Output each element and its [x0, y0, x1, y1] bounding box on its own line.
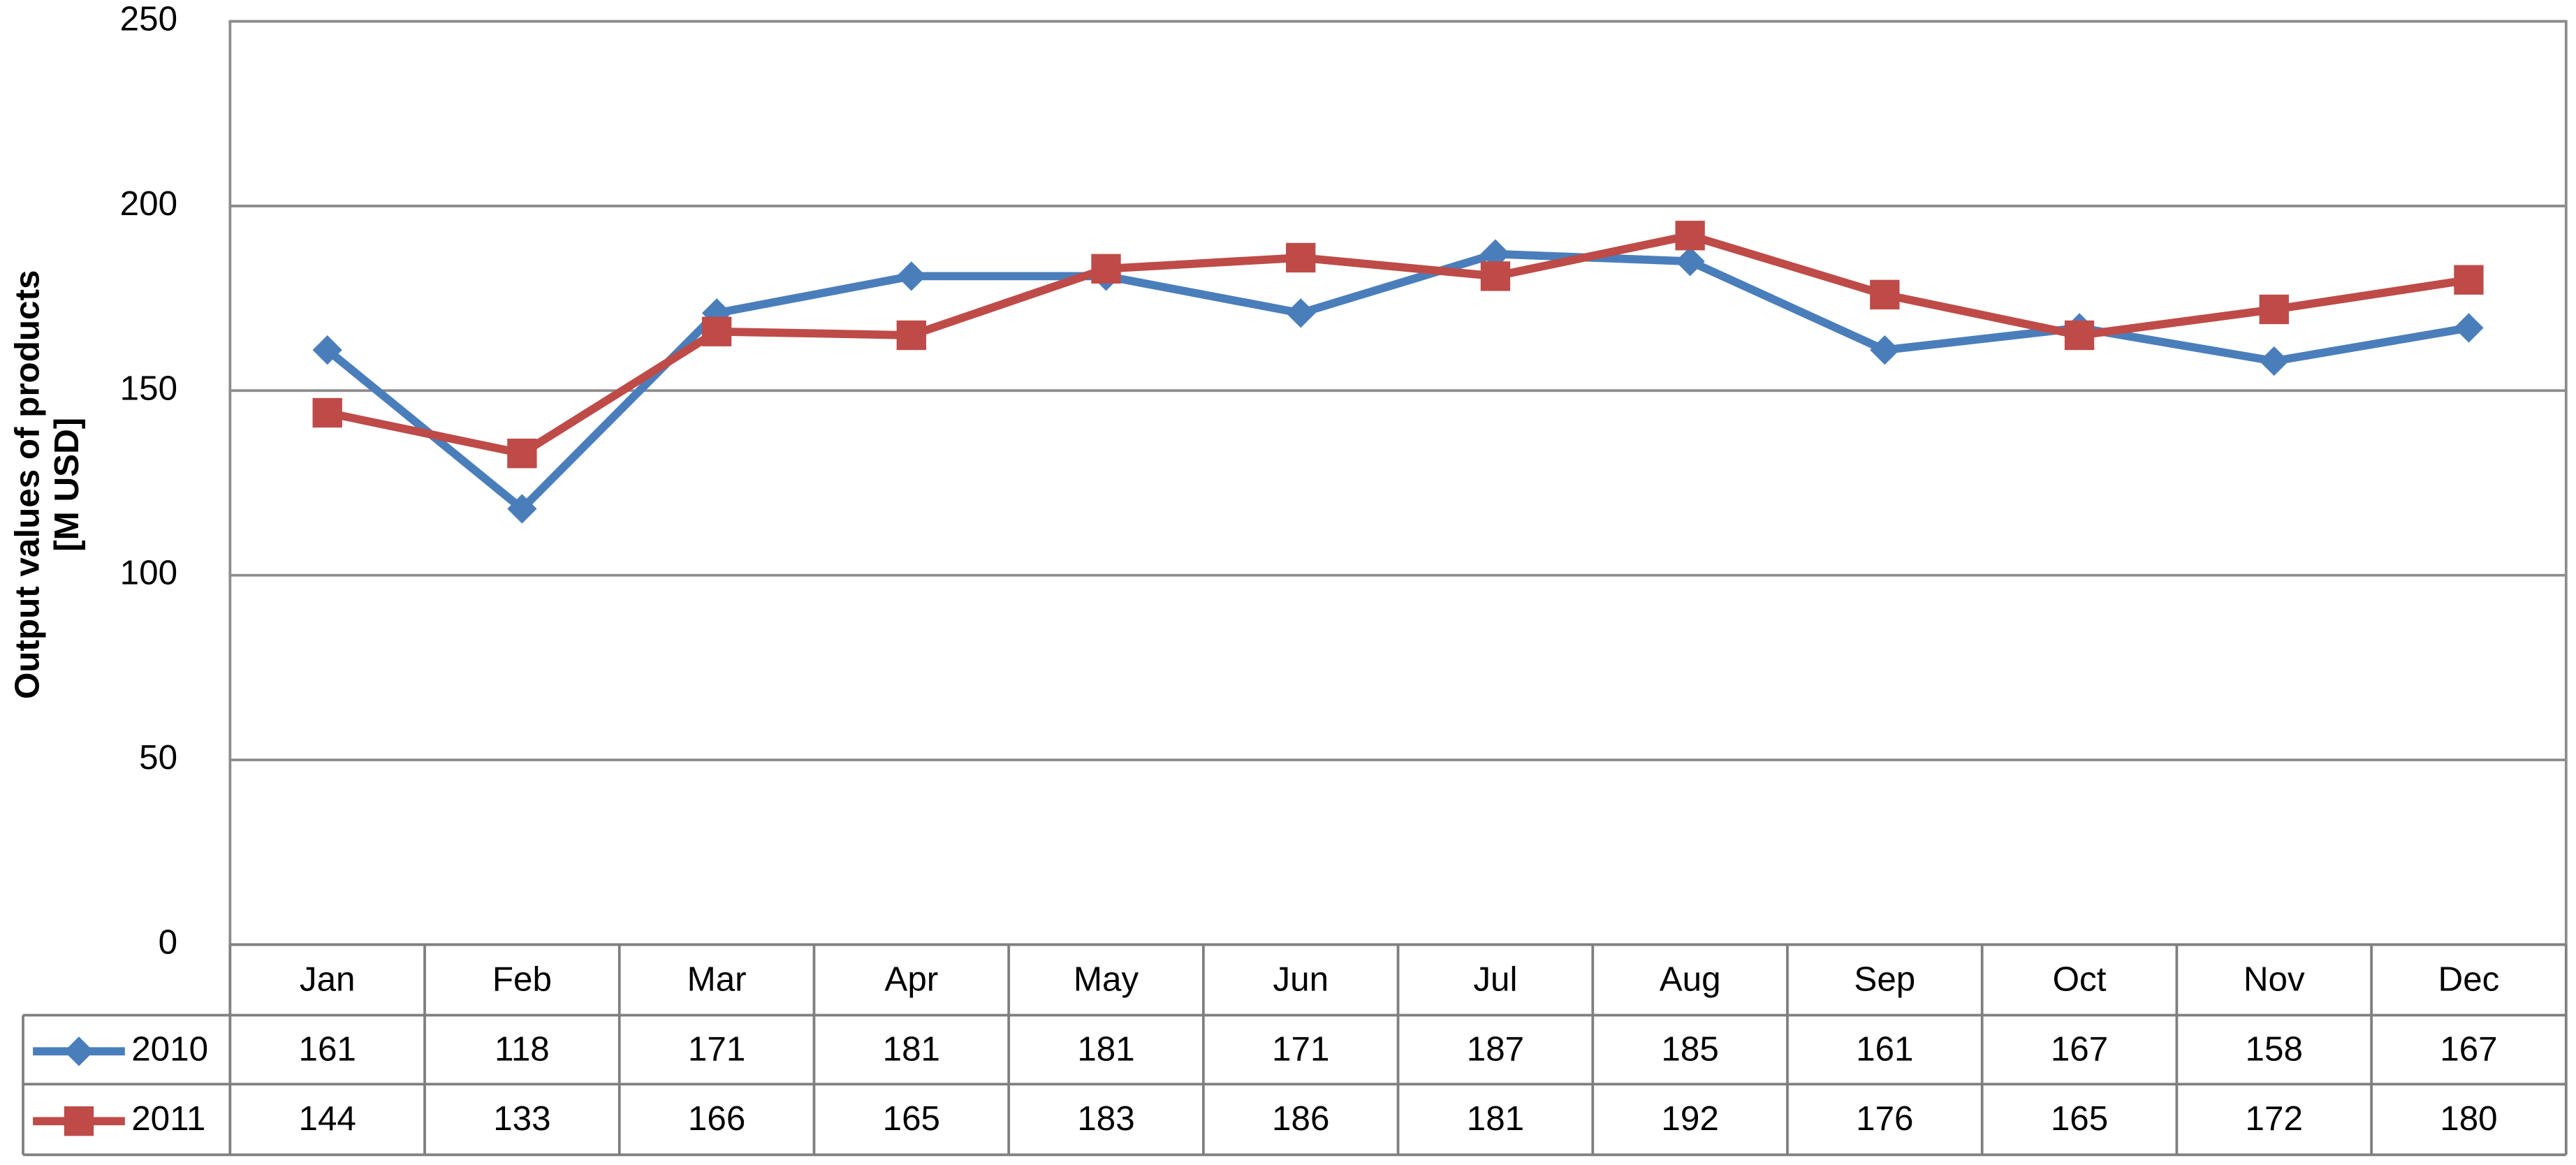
- legend-marker: [64, 1106, 94, 1136]
- legend-label: 2010: [131, 1030, 208, 1068]
- series-line: [324, 249, 2470, 513]
- table-cell: 192: [1661, 1099, 1718, 1138]
- table-cell: 181: [1077, 1030, 1134, 1068]
- table-cell: 187: [1467, 1030, 1524, 1068]
- x-tick-label: Aug: [1660, 960, 1721, 998]
- y-tick-label: 50: [139, 738, 177, 777]
- point-marker: [2064, 320, 2095, 351]
- point-marker: [312, 397, 342, 428]
- point-marker: [1675, 221, 1705, 251]
- legend-label: 2011: [131, 1099, 205, 1138]
- table-cell: 133: [493, 1099, 550, 1138]
- legend-marker: [64, 1036, 94, 1067]
- point-marker: [1286, 298, 1316, 328]
- y-axis-title: Output values of products [M USD]: [8, 270, 85, 699]
- point-marker: [2259, 346, 2289, 376]
- table-cell: 180: [2440, 1099, 2497, 1138]
- table-cell: 183: [1077, 1099, 1134, 1138]
- x-tick-label: May: [1074, 960, 1139, 998]
- x-tick-label: Nov: [2244, 960, 2305, 998]
- table-cell: 167: [2051, 1030, 2108, 1068]
- table-cell: 165: [2051, 1099, 2108, 1138]
- plot-border: [228, 20, 2568, 946]
- point-marker: [507, 439, 537, 469]
- table-cell: 181: [883, 1030, 940, 1068]
- x-tick-label: Jul: [1473, 960, 1517, 998]
- point-marker: [1091, 254, 1121, 284]
- table-cell: 172: [2246, 1099, 2303, 1138]
- table-cell: 167: [2440, 1030, 2497, 1068]
- point-marker: [1870, 279, 1900, 309]
- y-tick-label: 100: [120, 554, 177, 592]
- table-cell: 165: [883, 1099, 940, 1138]
- point-marker: [2454, 313, 2484, 343]
- table-cell: 171: [688, 1030, 745, 1068]
- point-marker: [1286, 242, 1316, 273]
- x-tick-label: Apr: [884, 960, 938, 998]
- x-tick-label: Feb: [492, 960, 552, 998]
- point-marker: [2454, 265, 2484, 295]
- point-marker: [896, 261, 926, 291]
- y-tick-label: 200: [120, 184, 177, 223]
- table-cell: 185: [1661, 1030, 1718, 1068]
- point-marker: [1480, 261, 1511, 291]
- table-cell: 181: [1467, 1099, 1524, 1138]
- table-cell: 166: [688, 1099, 745, 1138]
- point-marker: [701, 316, 732, 346]
- table-cell: 171: [1272, 1030, 1329, 1068]
- table-cell: 161: [299, 1030, 356, 1068]
- table-cell: 176: [1856, 1099, 1913, 1138]
- x-tick-label: Sep: [1854, 960, 1915, 998]
- point-marker: [896, 320, 926, 351]
- table-cell: 144: [299, 1099, 356, 1138]
- point-marker: [1675, 247, 1705, 277]
- y-axis-title-line: [M USD]: [47, 418, 86, 552]
- x-tick-label: Jan: [300, 960, 356, 998]
- point-marker: [1870, 335, 1900, 365]
- series-line: [326, 231, 2470, 458]
- point-marker: [2259, 294, 2289, 325]
- y-tick-label: 250: [120, 0, 177, 38]
- table-cell: 186: [1272, 1099, 1329, 1138]
- y-tick-label: 0: [159, 923, 177, 961]
- y-tick-label: 150: [120, 369, 177, 407]
- x-tick-label: Oct: [2053, 960, 2107, 998]
- table-cell: 161: [1856, 1030, 1913, 1068]
- table-cell: 158: [2246, 1030, 2303, 1068]
- table-cell: 118: [495, 1030, 550, 1068]
- x-tick-label: Mar: [687, 960, 747, 998]
- y-axis-title-line: Output values of products: [8, 270, 46, 699]
- x-tick-label: Dec: [2438, 960, 2500, 998]
- x-tick-label: Jun: [1273, 960, 1329, 998]
